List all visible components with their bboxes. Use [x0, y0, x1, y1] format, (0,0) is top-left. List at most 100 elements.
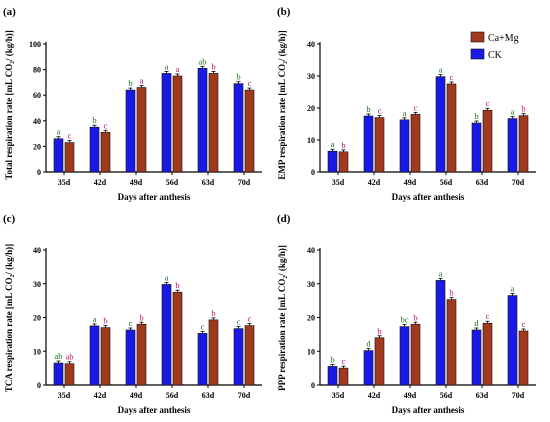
significance-label: b	[449, 288, 453, 298]
bar-ca-mg	[208, 319, 219, 386]
bar-ca-mg	[100, 327, 111, 386]
bar-ck	[197, 333, 208, 386]
y-tick-label: 40	[307, 40, 315, 49]
significance-label: b	[341, 140, 345, 150]
y-axis-title: EMP respiration rate [mL CO₂/ (kg/h)]	[277, 30, 287, 179]
x-tick-label: 49d	[404, 178, 417, 187]
y-tick-label: 30	[33, 280, 41, 289]
bar-ck	[327, 366, 338, 386]
y-axis-title: Total respiration rate [mL CO₂/ (kg/h)]	[4, 30, 14, 179]
bar-ca-mg	[446, 83, 457, 173]
significance-label: d	[474, 318, 479, 328]
y-tick-label: 20	[307, 314, 315, 323]
bar-ck	[507, 295, 518, 386]
y-tick-label: 20	[33, 314, 41, 323]
y-tick-label: 100	[29, 40, 41, 49]
bar-ca-mg	[64, 142, 75, 173]
bar-ck	[125, 329, 136, 386]
bar-ca-mg	[518, 115, 529, 173]
bar-ck	[435, 76, 446, 173]
bar-ca-mg	[100, 132, 111, 173]
x-tick-label: 70d	[512, 391, 525, 400]
y-tick-label: 0	[311, 381, 315, 390]
y-tick-label: 40	[307, 246, 315, 255]
significance-label: c	[129, 318, 133, 328]
chart-panel-4: (d) PPP respiration rate [mL CO₂/ (kg/h)]…	[277, 213, 536, 415]
bar-ck	[233, 83, 244, 173]
bar-ck	[197, 68, 208, 173]
y-tick-label: 30	[307, 72, 315, 81]
x-tick-label: 63d	[202, 391, 215, 400]
y-axis-title: TCA respiration rate [mL CO₂/ (kg/h)]	[4, 244, 14, 392]
bar-ca-mg	[208, 73, 219, 173]
significance-label: b	[330, 354, 334, 364]
significance-label: c	[378, 106, 382, 116]
significance-label: a	[511, 107, 515, 117]
significance-label: a	[403, 108, 407, 118]
bar-ca-mg	[172, 291, 183, 386]
bar-ck	[89, 325, 100, 386]
significance-label: c	[201, 321, 205, 331]
legend-swatch	[470, 31, 485, 43]
bar-ca-mg	[136, 87, 147, 173]
x-tick-label: 70d	[238, 391, 251, 400]
significance-label: ab	[65, 352, 73, 362]
significance-label: c	[237, 317, 241, 327]
y-tick-label: 20	[33, 142, 41, 151]
bar-ck	[399, 326, 410, 386]
panel-label: (d)	[277, 213, 291, 225]
bar-ca-mg	[374, 337, 385, 386]
x-tick-label: 63d	[476, 391, 489, 400]
x-tick-label: 70d	[512, 178, 525, 187]
x-axis-title: Days after anthesis	[118, 192, 191, 202]
x-tick-label: 49d	[130, 178, 143, 187]
chart-panel-1: (a) Total respiration rate [mL CO₂/ (kg/h…	[3, 6, 262, 202]
y-tick-label: 20	[307, 104, 315, 113]
bar-ck	[399, 119, 410, 173]
significance-label: bc	[400, 315, 408, 325]
bar-ca-mg	[482, 109, 493, 173]
y-tick-label: 10	[307, 347, 315, 356]
chart-panel-2: (b) EMP respiration rate [mL CO₂/ (kg/h)]…	[277, 6, 536, 202]
bar-ck	[363, 115, 374, 173]
significance-label: d	[366, 339, 371, 349]
significance-label: c	[486, 98, 490, 108]
y-tick-label: 0	[311, 168, 315, 177]
significance-label: b	[128, 78, 132, 88]
y-tick-label: 40	[33, 246, 41, 255]
panel-label: (c)	[3, 213, 16, 225]
x-tick-label: 35d	[58, 391, 71, 400]
legend-label: Ca+Mg	[488, 33, 519, 44]
significance-label: b	[139, 312, 143, 322]
significance-label: c	[248, 78, 252, 88]
x-tick-label: 56d	[440, 178, 453, 187]
significance-label: b	[92, 115, 96, 125]
bar-ca-mg	[338, 367, 349, 386]
legend-label: CK	[488, 50, 503, 61]
significance-label: c	[414, 102, 418, 112]
bar-ck	[507, 118, 518, 173]
significance-label: b	[211, 308, 215, 318]
significance-label: ab	[198, 56, 206, 66]
significance-label: a	[439, 65, 443, 75]
bar-ck	[233, 328, 244, 386]
significance-label: a	[140, 76, 144, 86]
bar-ck	[53, 362, 64, 386]
significance-label: a	[165, 272, 169, 282]
bar-ca-mg	[244, 325, 255, 386]
x-tick-label: 56d	[166, 178, 179, 187]
significance-label: b	[211, 61, 215, 71]
bar-ca-mg	[518, 330, 529, 386]
significance-label: c	[486, 311, 490, 321]
significance-label: a	[439, 268, 443, 278]
significance-label: b	[175, 280, 179, 290]
bar-ck	[327, 150, 338, 173]
x-tick-label: 56d	[166, 391, 179, 400]
x-tick-label: 42d	[368, 391, 381, 400]
y-tick-label: 10	[307, 136, 315, 145]
bar-ck	[53, 138, 64, 173]
y-tick-label: 10	[33, 347, 41, 356]
bar-ck	[435, 280, 446, 386]
significance-label: a	[93, 314, 97, 324]
